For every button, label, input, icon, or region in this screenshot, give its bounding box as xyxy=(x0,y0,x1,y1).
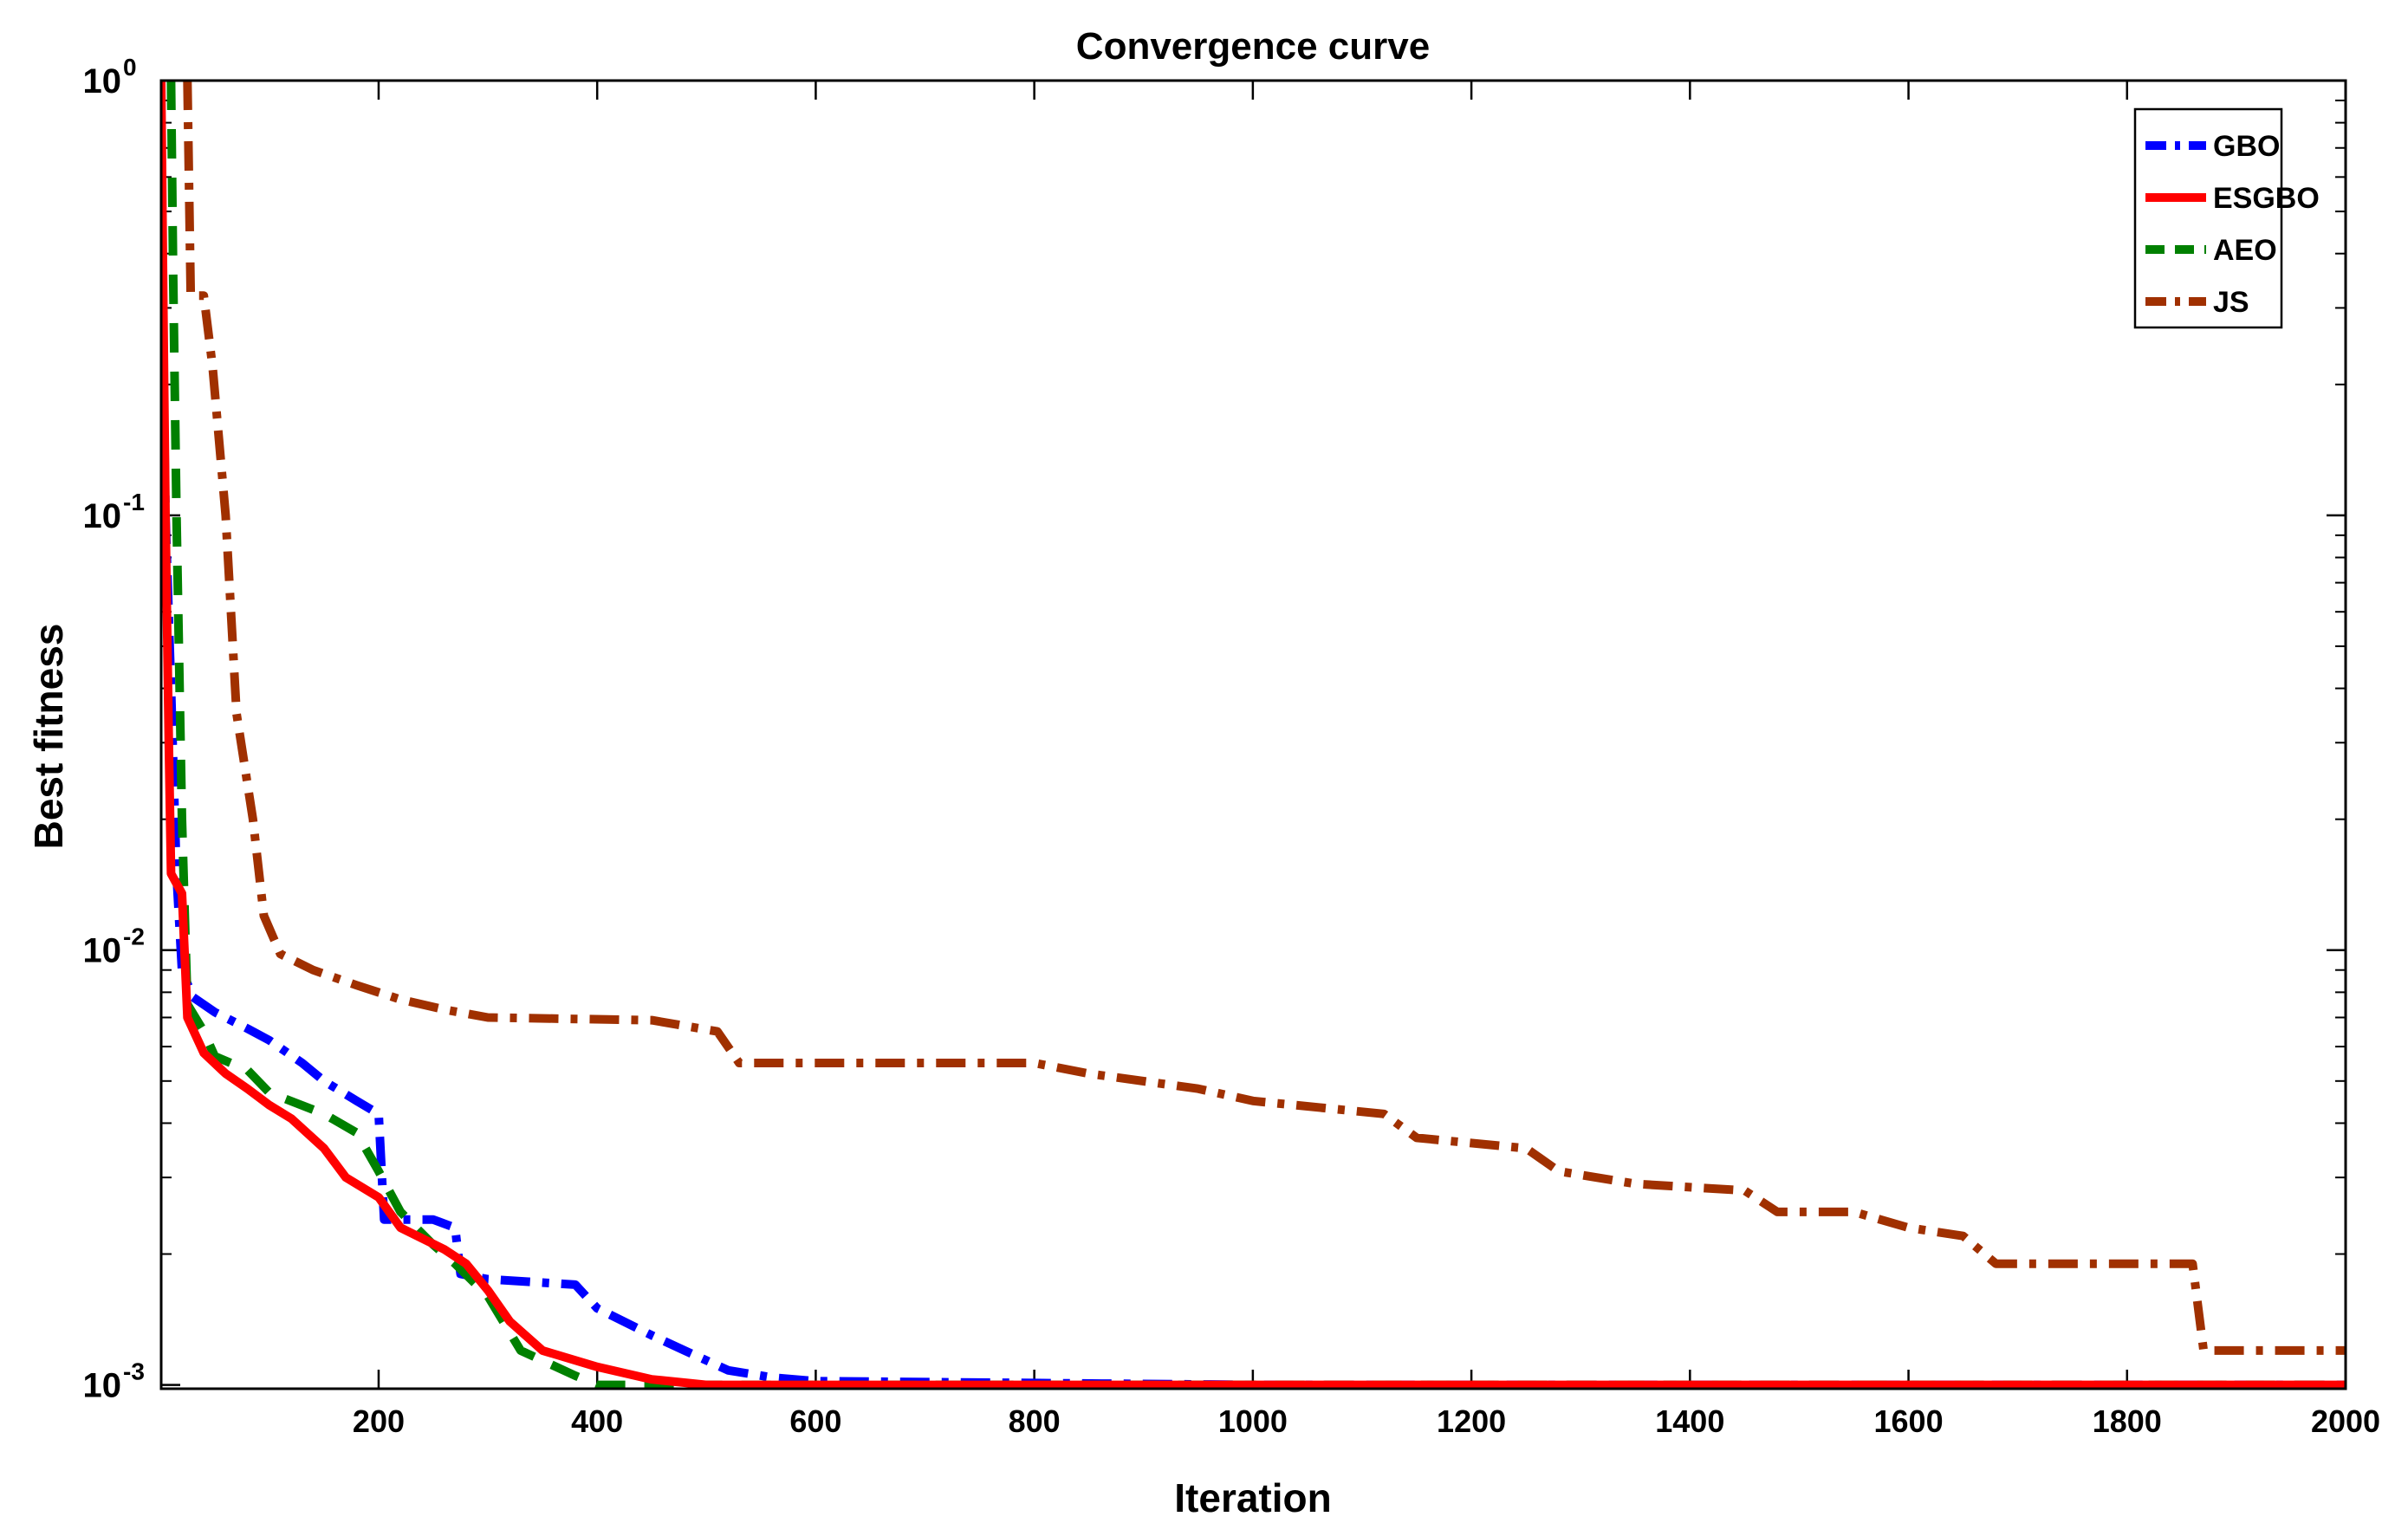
series-layer xyxy=(161,81,2346,1389)
y-tick-exponent: -1 xyxy=(123,489,145,515)
chart-title: Convergence curve xyxy=(1076,25,1430,68)
x-tick-label: 400 xyxy=(571,1403,623,1439)
legend-label-esgbo: ESGBO xyxy=(2213,182,2320,215)
x-tick-label: 1400 xyxy=(1655,1403,1724,1439)
x-tick-label: 800 xyxy=(1009,1403,1061,1439)
x-tick-label: 600 xyxy=(789,1403,841,1439)
plot-area xyxy=(161,81,2346,1389)
x-tick-label: 1800 xyxy=(2093,1403,2162,1439)
y-tick-label: 10 -2 xyxy=(83,924,145,970)
plot-frame xyxy=(159,79,2347,1390)
x-tick-label: 1200 xyxy=(1437,1403,1506,1439)
x-tick-label: 1000 xyxy=(1218,1403,1288,1439)
legend: GBO ESGBO AEO JS xyxy=(2133,107,2320,329)
x-tick-label: 2000 xyxy=(2311,1403,2380,1439)
y-tick-exponent: -2 xyxy=(123,924,145,950)
x-tick-label: 1600 xyxy=(1874,1403,1944,1439)
y-tick-exponent: -3 xyxy=(123,1358,145,1385)
legend-label-js: JS xyxy=(2213,286,2249,319)
y-tick-base: 10 xyxy=(83,497,122,535)
x-tick-label: 200 xyxy=(353,1403,405,1439)
y-tick-exponent: 0 xyxy=(123,54,137,81)
y-tick-base: 10 xyxy=(83,62,122,100)
series-line-esgbo xyxy=(161,81,2346,1389)
y-axis-label: Best fitness xyxy=(26,624,71,850)
y-tick-base: 10 xyxy=(83,932,122,970)
x-axis-label: Iteration xyxy=(1174,1475,1331,1520)
legend-items: GBO ESGBO AEO JS xyxy=(2145,130,2320,319)
y-tick-label: 10 -3 xyxy=(83,1358,145,1405)
legend-label-aeo: AEO xyxy=(2213,234,2277,267)
legend-label-gbo: GBO xyxy=(2213,130,2280,163)
y-tick-base: 10 xyxy=(83,1367,122,1405)
y-tick-label: 10 0 xyxy=(83,54,137,100)
y-tick-label: 10 -1 xyxy=(83,489,145,535)
series-line-aeo xyxy=(166,81,2346,1389)
